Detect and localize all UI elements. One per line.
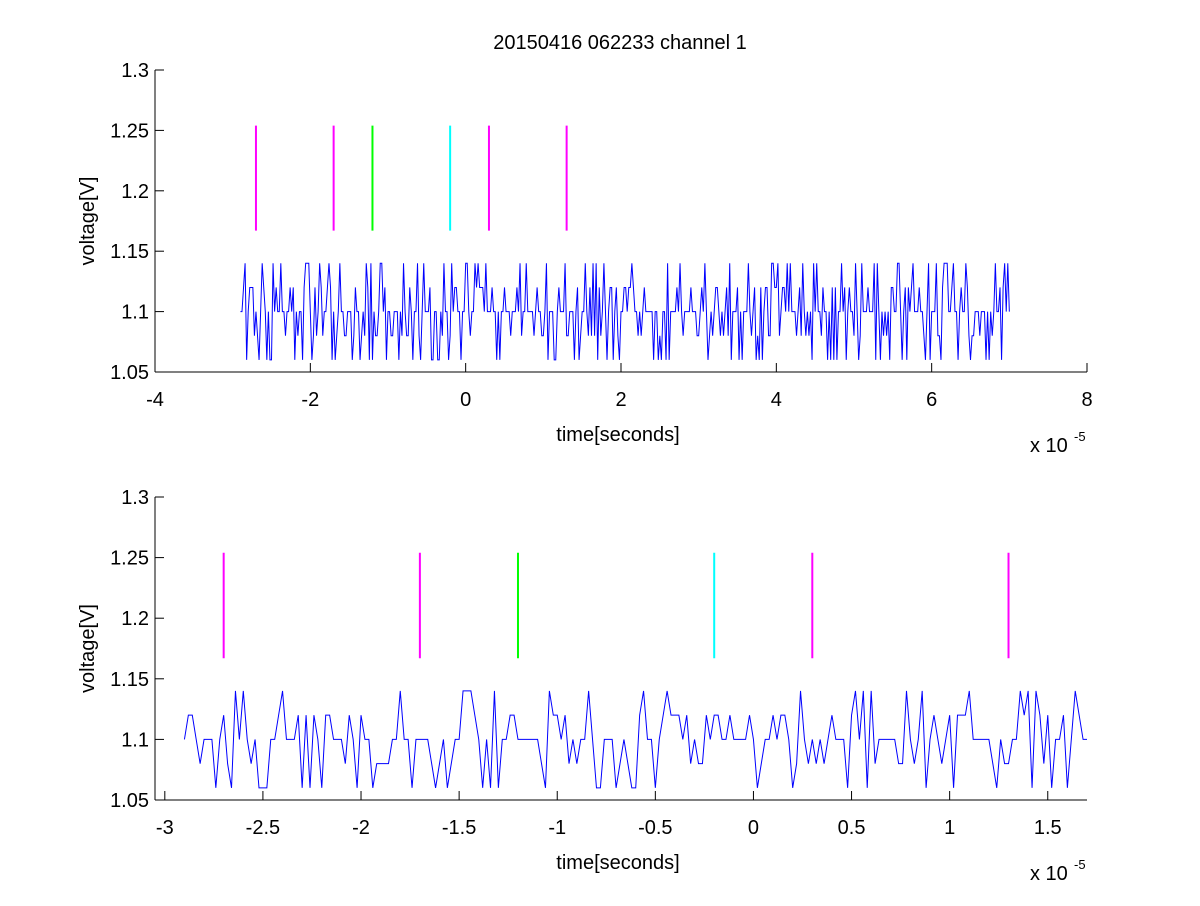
y-tick-label: 1.2 (121, 608, 149, 630)
y-tick-label: 1.3 (121, 487, 149, 509)
x-tick-label: -1 (548, 817, 566, 839)
x-tick-label: -2.5 (246, 817, 280, 839)
y-tick-label: 1.1 (121, 729, 149, 751)
y-tick-label: 1.05 (110, 362, 149, 384)
y-tick-label: 1.15 (110, 669, 149, 691)
y-tick-label: 1.15 (110, 241, 149, 263)
x-tick-label: -3 (156, 817, 174, 839)
y-tick-label: 1.05 (110, 790, 149, 812)
y-axis-label: voltage[V] (77, 604, 99, 693)
x-tick-label: -4 (146, 389, 164, 411)
x-tick-label: 0 (460, 389, 471, 411)
x-tick-label: 1.5 (1034, 817, 1062, 839)
x-tick-label: 8 (1081, 389, 1092, 411)
y-tick-label: 1.2 (121, 181, 149, 203)
y-tick-label: 1.3 (121, 60, 149, 82)
x-exponent-label: x 10 (1030, 435, 1068, 457)
x-tick-label: 0 (748, 817, 759, 839)
x-tick-label: 4 (771, 389, 782, 411)
x-tick-label: -2 (301, 389, 319, 411)
x-tick-label: 6 (926, 389, 937, 411)
x-axis-label: time[seconds] (556, 852, 679, 874)
top-plot: 1.05 1.1 1.15 1.2 1.25 1.3 -4 -2 0 2 4 6 8 time[secon… (77, 60, 1093, 457)
x-tick-label: -1.5 (442, 817, 476, 839)
x-tick-label: 2 (615, 389, 626, 411)
x-tick-label: 0.5 (838, 817, 866, 839)
x-exponent-value: -5 (1074, 857, 1086, 872)
x-exponent-label: x 10 (1030, 863, 1068, 885)
y-axis-label: voltage[V] (77, 177, 99, 266)
x-tick-label: 1 (944, 817, 955, 839)
x-tick-label: -2 (352, 817, 370, 839)
y-tick-label: 1.25 (110, 120, 149, 142)
y-tick-label: 1.1 (121, 302, 149, 324)
bottom-plot: 1.05 1.1 1.15 1.2 1.25 1.3 -3 -2.5 -2 -1.5 -1 -0.5 0… (77, 487, 1087, 885)
y-tick-label: 1.25 (110, 548, 149, 570)
series-line (183, 690, 1087, 789)
x-axis-label: time[seconds] (556, 424, 679, 446)
series-line (240, 262, 1010, 361)
x-exponent-value: -5 (1074, 429, 1086, 444)
figure-title: 20150416 062233 channel 1 (493, 32, 747, 54)
x-tick-label: -0.5 (638, 817, 672, 839)
